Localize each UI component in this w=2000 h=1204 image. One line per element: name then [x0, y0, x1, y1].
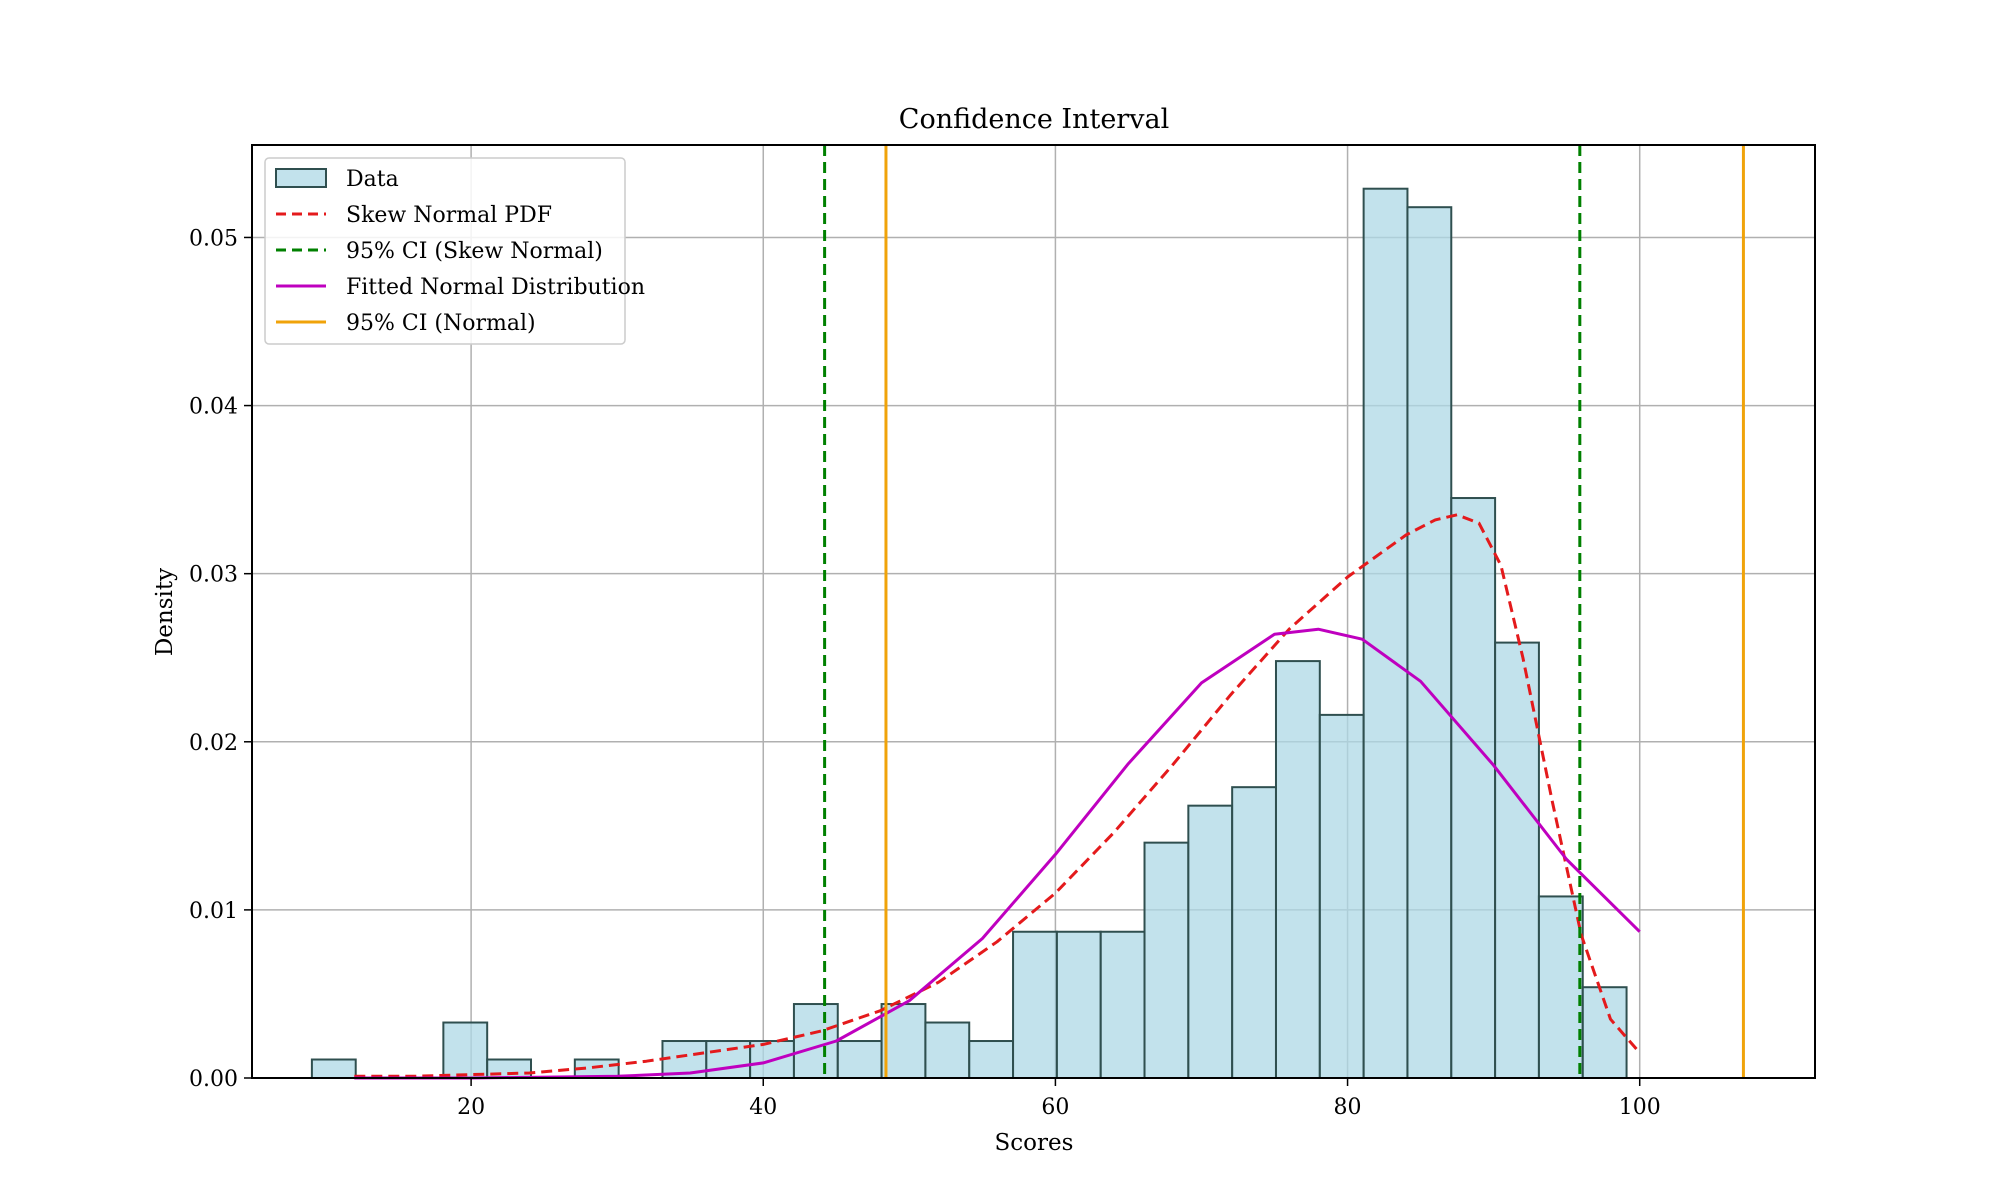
chart-title: Confidence Interval [899, 104, 1169, 135]
plot-frame [251, 144, 1816, 1079]
histogram-bar [705, 1040, 752, 1080]
histogram-bar [1012, 930, 1058, 1080]
legend-label: Skew Normal PDF [346, 203, 552, 228]
histogram-bar [1406, 206, 1453, 1079]
legend-label: 95% CI (Normal) [346, 311, 536, 336]
histogram-bar [1099, 930, 1146, 1080]
confidence-lines [823, 145, 1745, 1078]
legend-box [264, 157, 626, 345]
series-line [354, 627, 1641, 1080]
series-lines [354, 513, 1641, 1080]
y-tick-label: 0.05 [189, 226, 238, 251]
y-tick-label: 0.03 [189, 563, 238, 588]
histogram-bar [1187, 804, 1234, 1079]
histogram-bar [442, 1021, 489, 1080]
histogram-bars [310, 187, 1628, 1080]
x-tick-label: 80 [1334, 1095, 1362, 1120]
x-tick-label: 20 [457, 1095, 485, 1120]
axis-ticks: 20 40 60 80 100 0.00 0.01 0.02 0.03 0.04 0.05 [189, 226, 1661, 1120]
x-tick-label: 40 [749, 1095, 777, 1120]
histogram-bar [1537, 895, 1584, 1079]
y-tick-label: 0.04 [189, 395, 238, 420]
histogram-bar [968, 1040, 1015, 1080]
histogram-bar [1231, 786, 1277, 1079]
histogram-bar [1318, 713, 1365, 1079]
y-tick-label: 0.01 [189, 899, 238, 924]
legend-label: Data [346, 167, 399, 192]
series-line [354, 513, 1641, 1078]
histogram-bar [1362, 187, 1409, 1079]
histogram-bar [1143, 841, 1190, 1079]
histogram-bar [924, 1021, 971, 1080]
histogram-bar [310, 1058, 357, 1079]
x-axis-label: Scores [995, 1130, 1074, 1156]
x-tick-label: 100 [1619, 1095, 1661, 1120]
histogram-bar [1450, 497, 1497, 1079]
legend-label: Fitted Normal Distribution [346, 275, 645, 300]
histogram-bar [1055, 930, 1102, 1080]
legend-label: 95% CI (Skew Normal) [346, 239, 603, 264]
histogram-bar [1274, 660, 1321, 1080]
histogram-bar [880, 1003, 927, 1079]
legend-swatch [275, 168, 327, 188]
y-axis-label: Density [152, 568, 178, 656]
y-tick-label: 0.02 [189, 731, 238, 756]
histogram-bar [836, 1040, 883, 1080]
y-tick-label: 0.00 [189, 1067, 238, 1092]
x-tick-label: 60 [1041, 1095, 1069, 1120]
legend: Data Skew Normal PDF 95% CI (Skew Normal) F… [264, 157, 645, 345]
